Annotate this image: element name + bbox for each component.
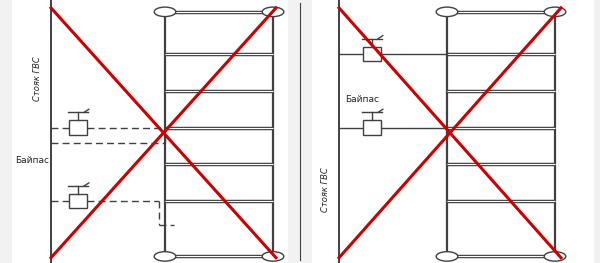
Text: Байпас: Байпас <box>15 156 49 165</box>
Text: Стояк ГВС: Стояк ГВС <box>322 167 331 212</box>
Bar <box>12 0 288 263</box>
Circle shape <box>154 252 176 261</box>
Circle shape <box>544 252 566 261</box>
Bar <box>363 47 381 61</box>
Bar <box>363 120 381 135</box>
Circle shape <box>262 7 284 17</box>
Circle shape <box>262 252 284 261</box>
Circle shape <box>436 252 458 261</box>
Text: Стояк ГВС: Стояк ГВС <box>34 57 42 101</box>
Text: Байпас: Байпас <box>345 95 379 104</box>
Circle shape <box>436 7 458 17</box>
Bar <box>312 0 594 263</box>
Bar <box>69 194 87 208</box>
Bar <box>69 120 87 135</box>
Circle shape <box>154 7 176 17</box>
Circle shape <box>544 7 566 17</box>
